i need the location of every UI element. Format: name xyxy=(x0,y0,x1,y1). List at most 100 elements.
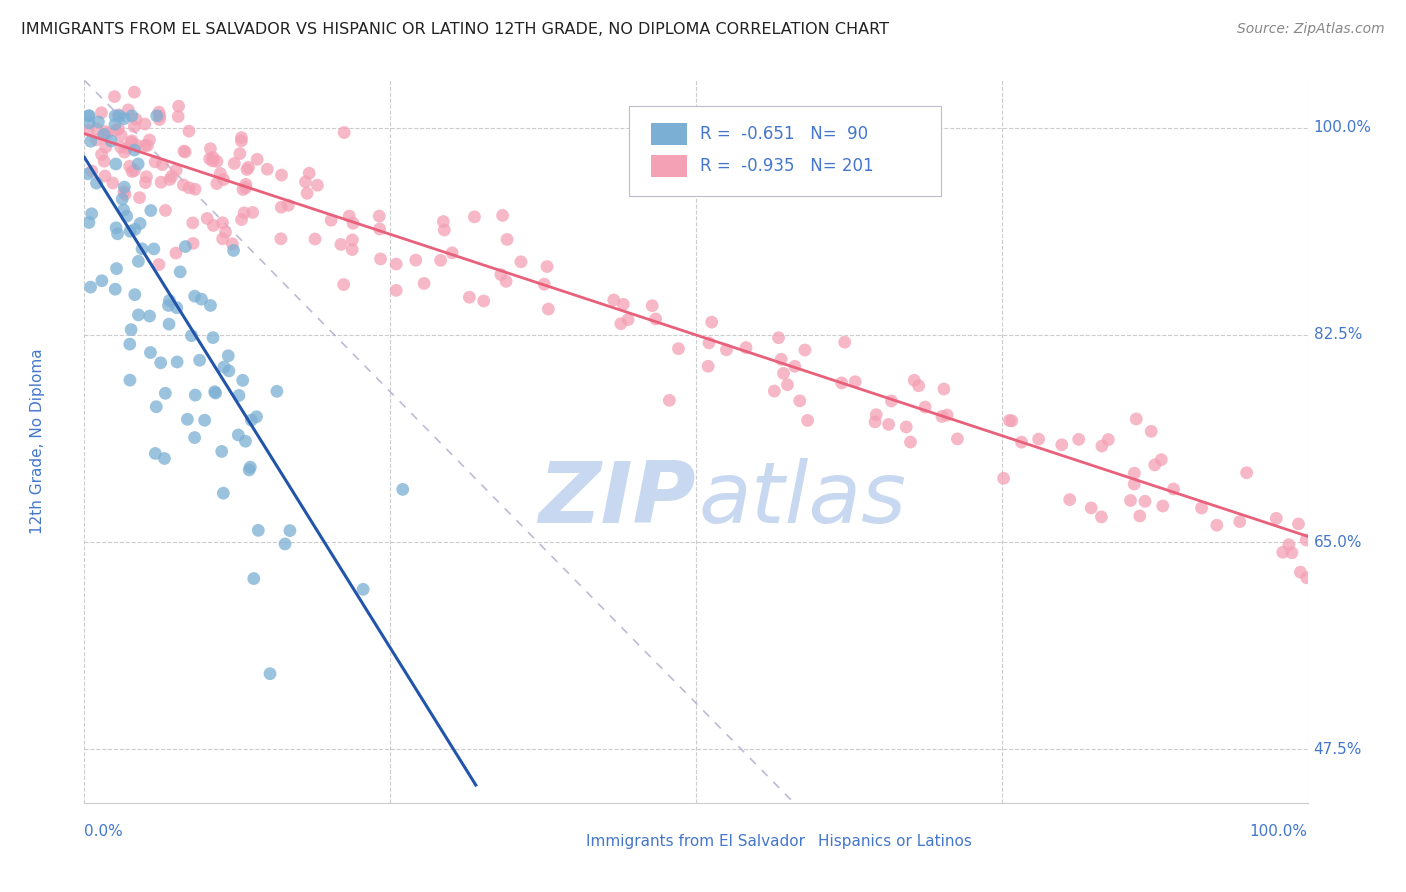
Point xyxy=(124,287,146,301)
Point xyxy=(319,213,342,227)
Point xyxy=(368,209,391,223)
Point xyxy=(107,121,129,136)
Point xyxy=(768,331,790,345)
Point xyxy=(294,175,316,189)
Point xyxy=(1067,433,1090,447)
Point xyxy=(159,293,181,308)
Point xyxy=(342,233,364,247)
Point xyxy=(159,172,181,186)
Point xyxy=(489,268,512,282)
Point xyxy=(221,236,243,251)
Point xyxy=(150,175,173,189)
Point xyxy=(90,105,112,120)
Point xyxy=(1191,501,1213,516)
Point xyxy=(167,99,190,113)
Point xyxy=(114,145,136,159)
Point xyxy=(105,261,128,276)
Point xyxy=(79,280,101,294)
Point xyxy=(202,219,225,233)
Point xyxy=(536,260,558,274)
Point xyxy=(1205,518,1227,533)
Point xyxy=(432,214,454,228)
Point xyxy=(617,312,640,326)
Text: Immigrants from El Salvador: Immigrants from El Salvador xyxy=(586,834,804,848)
Point xyxy=(307,178,329,193)
Text: R =  -0.935   N= 201: R = -0.935 N= 201 xyxy=(700,157,873,175)
Point xyxy=(118,373,141,387)
Point xyxy=(880,393,903,408)
Point xyxy=(110,140,132,154)
Point xyxy=(245,409,267,424)
Point xyxy=(77,109,100,123)
Point xyxy=(644,312,666,326)
Point xyxy=(104,123,127,137)
Point xyxy=(900,435,922,450)
Point xyxy=(86,176,108,190)
Point xyxy=(510,254,533,268)
Point xyxy=(120,136,142,150)
Text: Hispanics or Latinos: Hispanics or Latinos xyxy=(818,834,972,848)
Point xyxy=(903,373,925,387)
Point xyxy=(235,178,257,192)
Point xyxy=(1295,571,1317,585)
Point xyxy=(201,151,224,165)
Point xyxy=(148,112,170,127)
Point xyxy=(94,140,117,154)
Point xyxy=(143,155,166,169)
Point xyxy=(610,317,633,331)
Point xyxy=(204,386,226,401)
Point xyxy=(232,373,254,387)
Point xyxy=(177,124,200,138)
Point xyxy=(131,242,153,256)
Point xyxy=(458,290,481,304)
Point xyxy=(112,112,135,126)
Point xyxy=(716,343,738,357)
Point xyxy=(143,446,166,460)
Point xyxy=(104,282,127,296)
Point xyxy=(117,141,139,155)
Point xyxy=(174,145,197,159)
Point xyxy=(1143,458,1166,472)
Point xyxy=(183,289,205,303)
Point xyxy=(211,232,233,246)
Point xyxy=(121,164,143,178)
Point xyxy=(205,154,228,169)
Point xyxy=(194,413,217,427)
Point xyxy=(238,161,260,175)
Point xyxy=(537,301,560,316)
Point xyxy=(232,182,254,196)
Point xyxy=(77,215,100,229)
Point xyxy=(108,109,131,123)
Point xyxy=(1123,467,1146,481)
Point xyxy=(153,451,176,466)
Point xyxy=(173,144,195,158)
Point xyxy=(93,128,115,142)
Point xyxy=(90,274,112,288)
Point xyxy=(1091,439,1114,453)
Point xyxy=(201,153,224,168)
Point xyxy=(231,130,253,145)
Point xyxy=(776,377,799,392)
Point xyxy=(370,252,392,266)
Point xyxy=(998,413,1021,427)
Point xyxy=(214,225,236,239)
Text: R =  -0.651   N=  90: R = -0.651 N= 90 xyxy=(700,125,868,143)
Point xyxy=(80,207,103,221)
Point xyxy=(496,232,519,246)
Point xyxy=(103,89,125,103)
Point xyxy=(936,408,959,422)
Point xyxy=(1090,509,1112,524)
Point xyxy=(789,393,811,408)
Point xyxy=(125,138,148,153)
Point xyxy=(1028,432,1050,446)
Point xyxy=(145,109,167,123)
Point xyxy=(86,133,108,147)
Point xyxy=(217,349,239,363)
Point xyxy=(385,284,408,298)
Point xyxy=(104,117,127,131)
Point xyxy=(907,378,929,392)
Point xyxy=(134,176,156,190)
Point xyxy=(946,432,969,446)
Point xyxy=(204,384,226,399)
Point xyxy=(139,203,162,218)
